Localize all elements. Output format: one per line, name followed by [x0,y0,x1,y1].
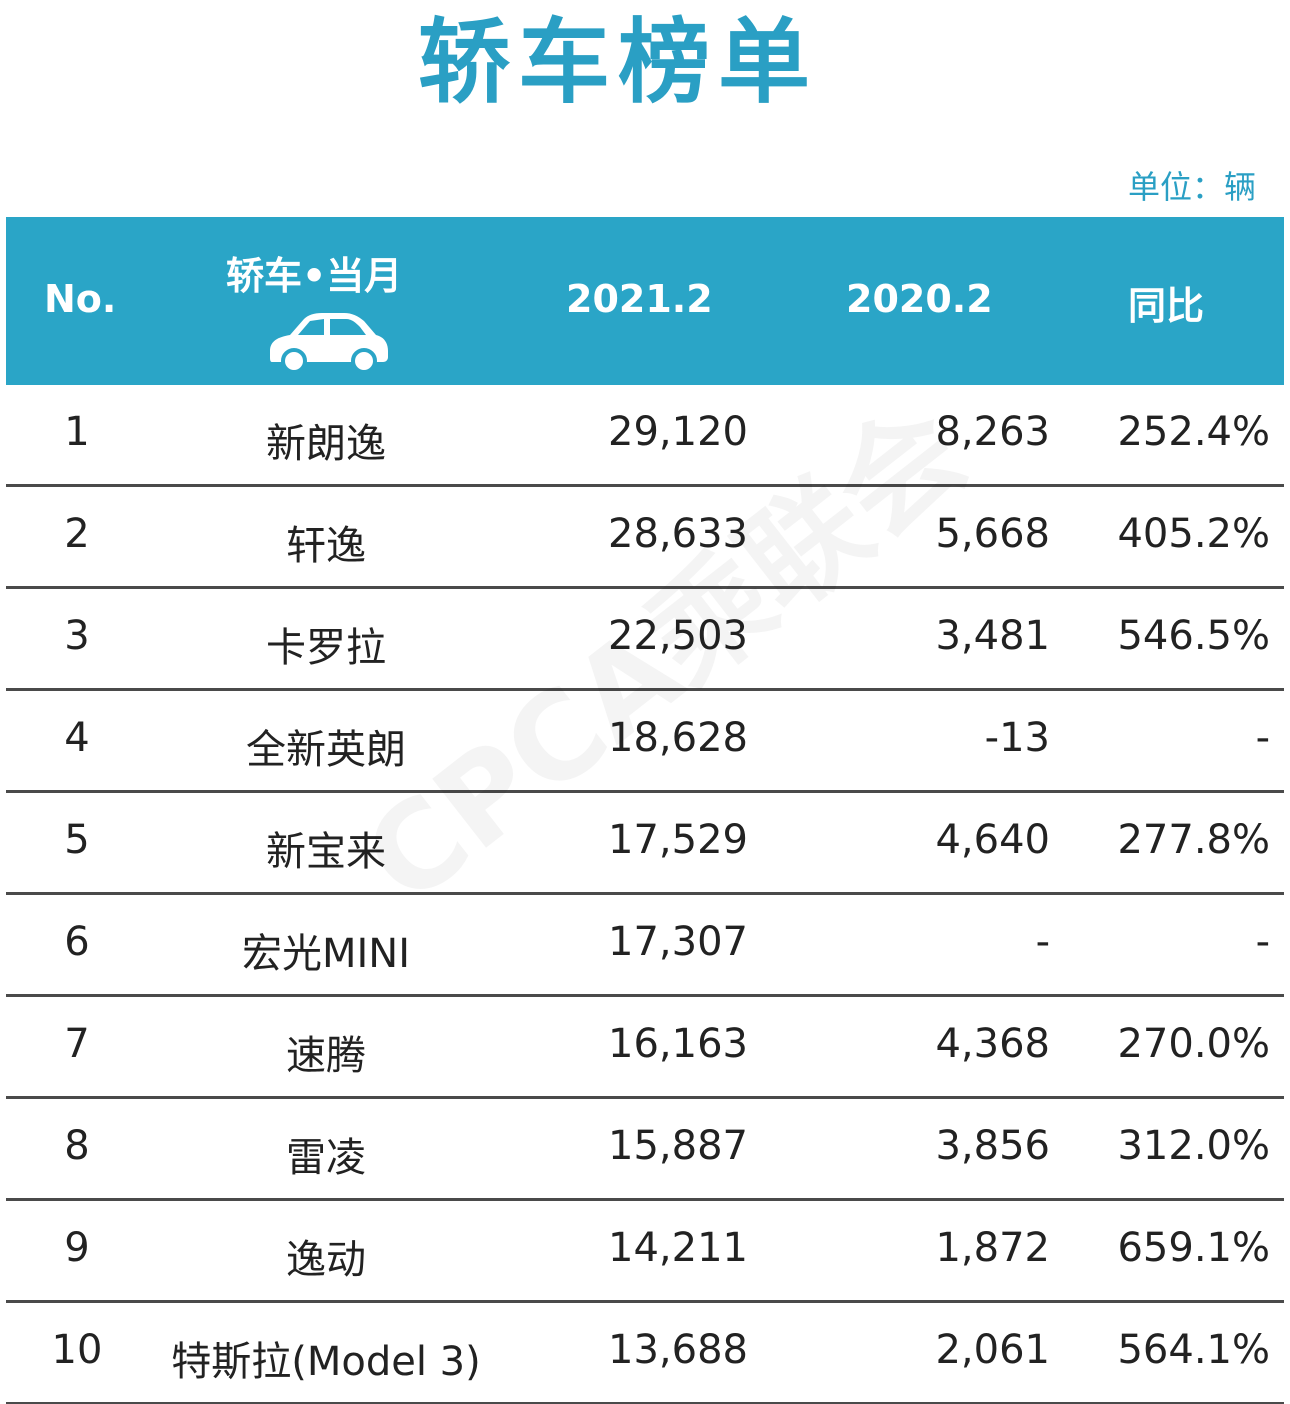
car-icon [270,313,388,374]
rank-cell: 3 [64,613,90,659]
sales-2021-cell: 28,633 [608,511,748,557]
table-body: 1 新朗逸 29,120 8,263 252.4% 2 轩逸 28,633 5,… [6,385,1284,1404]
sales-2021-cell: 15,887 [608,1123,748,1169]
sales-2020-cell: 3,856 [935,1123,1050,1169]
model-cell: 轩逸 [286,523,366,569]
sales-2021-cell: 13,688 [608,1327,748,1373]
model-cell: 新宝来 [266,829,386,875]
rank-cell: 5 [64,817,90,863]
yoy-cell: 270.0% [1117,1021,1270,1067]
table-row: 2 轩逸 28,633 5,668 405.2% [6,487,1284,589]
rank-cell: 7 [64,1021,90,1067]
yoy-cell: 312.0% [1117,1123,1270,1169]
table-header: No. 轿车•当月 2021.2 2020.2 同比 [6,217,1284,385]
model-cell: 卡罗拉 [266,625,386,671]
yoy-cell: 546.5% [1117,613,1270,659]
sales-2020-cell: 4,368 [935,1021,1050,1067]
table-row: 5 新宝来 17,529 4,640 277.8% [6,793,1284,895]
sales-2020-cell: 4,640 [935,817,1050,863]
rank-cell: 1 [64,409,90,455]
yoy-cell: 564.1% [1117,1327,1270,1373]
sales-2021-cell: 29,120 [608,409,748,455]
table-row: 8 雷凌 15,887 3,856 312.0% [6,1099,1284,1201]
header-name: 轿车•当月 [226,254,403,298]
table-row: 10 特斯拉(Model 3) 13,688 2,061 564.1% [6,1303,1284,1404]
header-no: No. [44,277,117,321]
table-row: 7 速腾 16,163 4,368 270.0% [6,997,1284,1099]
yoy-cell: 277.8% [1117,817,1270,863]
yoy-cell: 405.2% [1117,511,1270,557]
rank-cell: 8 [64,1123,90,1169]
rank-cell: 2 [64,511,90,557]
sales-2020-cell: 5,668 [935,511,1050,557]
rank-cell: 6 [64,919,90,965]
model-cell: 宏光MINI [241,931,411,977]
header-2021: 2021.2 [566,277,713,321]
sales-2020-cell: 8,263 [935,409,1050,455]
table-row: 3 卡罗拉 22,503 3,481 546.5% [6,589,1284,691]
model-cell: 特斯拉(Model 3) [171,1339,481,1385]
model-cell: 逸动 [286,1237,366,1283]
yoy-cell: 659.1% [1117,1225,1270,1271]
table-row: 6 宏光MINI 17,307 - - [6,895,1284,997]
model-cell: 雷凌 [286,1135,366,1181]
sales-2021-cell: 17,529 [608,817,748,863]
page-title: 轿车榜单 [417,9,818,116]
sales-2020-cell: -13 [984,715,1050,761]
sales-2020-cell: 3,481 [935,613,1050,659]
rank-cell: 4 [64,715,90,761]
table-row: 9 逸动 14,211 1,872 659.1% [6,1201,1284,1303]
model-cell: 速腾 [286,1033,366,1079]
yoy-cell: 252.4% [1117,409,1270,455]
unit-label: 单位：辆 [1127,168,1256,206]
header-2020: 2020.2 [846,277,993,321]
table-row: 4 全新英朗 18,628 -13 - [6,691,1284,793]
model-cell: 新朗逸 [266,421,386,467]
model-cell: 全新英朗 [246,727,406,773]
sales-2021-cell: 22,503 [608,613,748,659]
rank-cell: 9 [64,1225,90,1271]
sales-2021-cell: 16,163 [608,1021,748,1067]
header-yoy: 同比 [1128,284,1205,328]
sales-2020-cell: 1,872 [935,1225,1050,1271]
sales-2020-cell: 2,061 [935,1327,1050,1373]
table-row: 1 新朗逸 29,120 8,263 252.4% [6,385,1284,487]
sales-2020-cell: - [1035,919,1050,965]
yoy-cell: - [1255,919,1270,965]
sales-2021-cell: 18,628 [608,715,748,761]
sales-2021-cell: 17,307 [608,919,748,965]
yoy-cell: - [1255,715,1270,761]
rank-cell: 10 [51,1327,103,1373]
sales-2021-cell: 14,211 [608,1225,748,1271]
